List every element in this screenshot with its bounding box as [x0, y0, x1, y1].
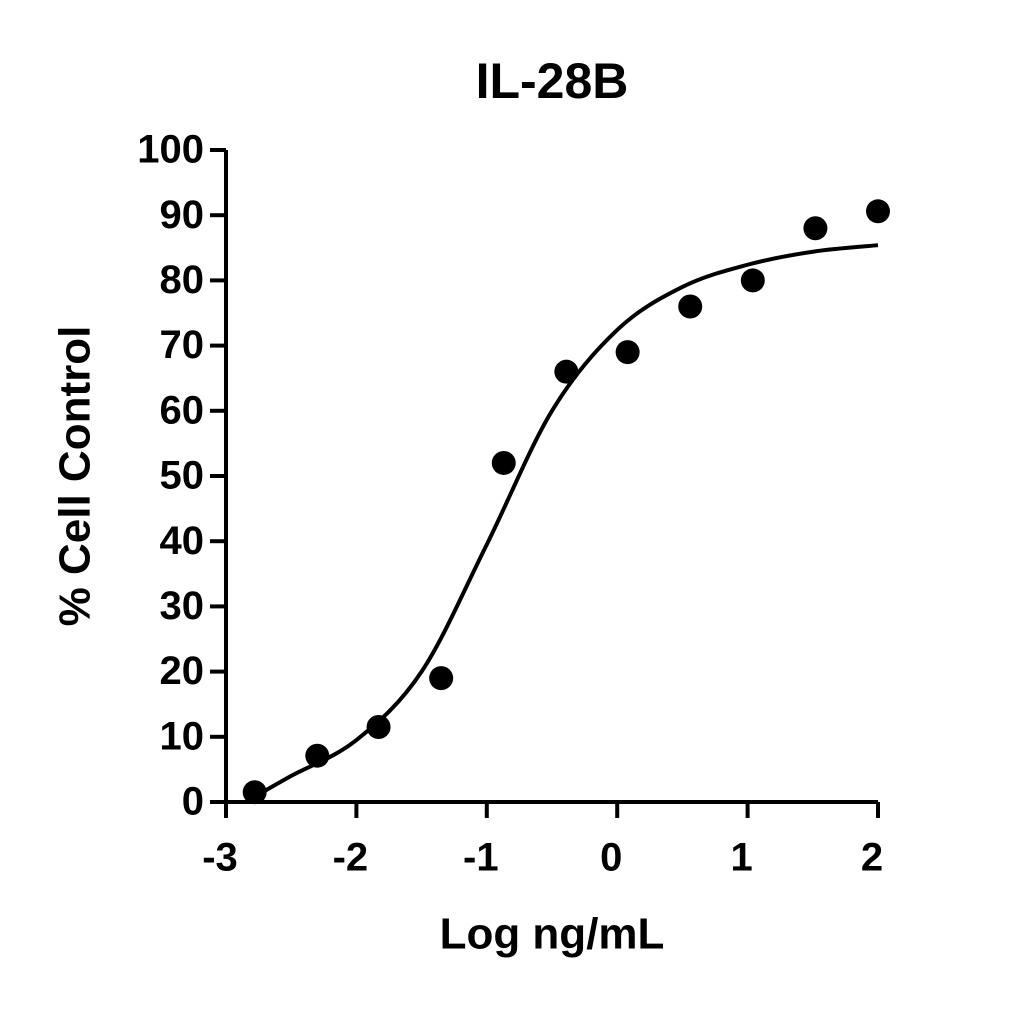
fit-curve [253, 243, 879, 799]
y-tick-label: 0 [182, 780, 204, 824]
data-point [554, 359, 579, 384]
y-tick-label: 60 [160, 388, 205, 432]
data-point [242, 780, 267, 805]
x-tick-label: -3 [202, 836, 238, 880]
x-tick-label: 2 [861, 836, 883, 880]
chart-title: IL-28B [476, 53, 629, 109]
x-tick-label: -2 [333, 836, 369, 880]
data-point [366, 715, 391, 740]
x-tick-label: 1 [730, 836, 752, 880]
y-tick-label: 50 [160, 454, 205, 498]
x-tick-label: -1 [463, 836, 499, 880]
y-tick-label: 10 [160, 714, 205, 758]
y-tick-label: 20 [160, 649, 205, 693]
y-tick-label: 30 [160, 584, 205, 628]
data-point [678, 294, 703, 319]
x-axis-title: Log ng/mL [440, 910, 665, 959]
y-tick-label: 100 [137, 128, 204, 172]
y-tick-label: 70 [160, 323, 205, 367]
data-point [615, 340, 640, 365]
data-point [491, 450, 516, 475]
y-tick-label: 40 [160, 519, 205, 563]
y-tick-label: 90 [160, 193, 205, 237]
y-axis-title: % Cell Control [51, 326, 100, 627]
data-point [305, 743, 330, 768]
data-point [803, 216, 828, 241]
data-point [429, 666, 454, 691]
x-tick-label: 0 [600, 836, 622, 880]
data-point [866, 199, 890, 224]
data-point [740, 268, 765, 293]
y-tick-label: 80 [160, 258, 205, 302]
